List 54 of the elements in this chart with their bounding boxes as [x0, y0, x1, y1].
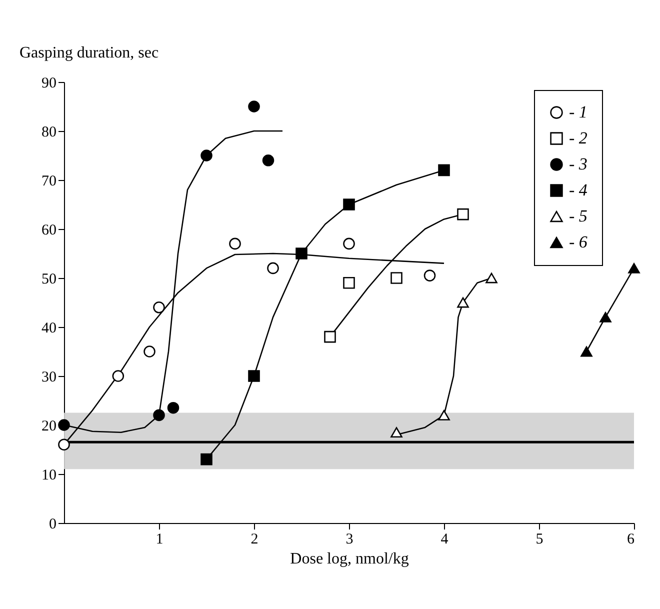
y-tick-label: 80	[42, 124, 56, 140]
point	[200, 453, 212, 466]
point	[343, 198, 355, 210]
point	[200, 150, 212, 162]
legend-label: - 6	[569, 232, 588, 252]
y-tick-label: 50	[42, 272, 56, 288]
legend-label: - 5	[569, 206, 588, 226]
y-axis-title: Gasping duration, sec	[20, 44, 159, 62]
y-tick-label: 70	[42, 174, 56, 190]
x-tick-label: 1	[156, 532, 164, 548]
point	[144, 346, 156, 358]
x-tick-label: 2	[250, 532, 258, 548]
point	[486, 272, 498, 284]
point	[457, 208, 469, 220]
point	[600, 312, 612, 322]
point	[390, 427, 402, 438]
x-tick-label: 4	[440, 532, 449, 548]
y-tick-label: 30	[42, 370, 56, 386]
point	[112, 370, 124, 382]
point	[457, 297, 469, 308]
point	[58, 419, 70, 431]
point	[343, 238, 355, 250]
y-tick-label: 40	[42, 320, 56, 336]
x-tick-label: 6	[627, 532, 635, 548]
point	[296, 248, 308, 260]
legend-label: - 1	[569, 102, 588, 122]
x-tick-label: 5	[536, 532, 544, 548]
x-axis-title: Dose log, nmol/kg	[290, 550, 409, 568]
point	[390, 272, 402, 284]
point	[248, 370, 260, 382]
y-tick-label: 90	[42, 76, 56, 92]
point	[267, 262, 279, 274]
point	[343, 277, 355, 289]
point	[229, 238, 241, 250]
point	[153, 409, 165, 422]
point	[438, 164, 450, 176]
point	[580, 346, 592, 357]
point	[628, 263, 640, 274]
x-tick-label: 3	[346, 532, 354, 548]
legend-label: - 3	[569, 154, 588, 174]
point	[424, 270, 436, 282]
point	[58, 438, 70, 450]
point	[167, 402, 180, 414]
y-tick-label: 20	[42, 418, 56, 434]
y-tick-label: 10	[42, 468, 56, 484]
y-tick-label: 0	[49, 516, 56, 532]
point	[438, 410, 450, 420]
point	[324, 330, 336, 343]
legend-label: - 4	[569, 180, 588, 200]
legend-label: - 2	[569, 128, 588, 148]
y-tick-label: 60	[42, 222, 56, 238]
point	[248, 100, 260, 112]
point	[153, 302, 165, 314]
point	[262, 154, 274, 166]
